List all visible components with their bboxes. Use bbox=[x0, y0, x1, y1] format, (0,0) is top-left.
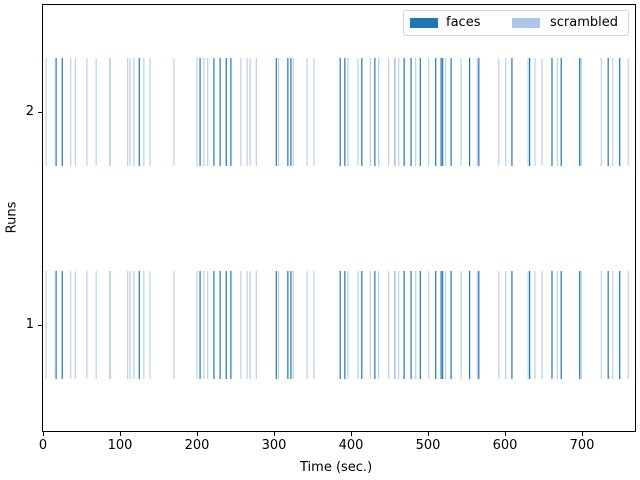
legend-label-scrambled: scrambled bbox=[550, 15, 619, 30]
y-tick-label: 2 bbox=[25, 104, 34, 119]
y-axis-label: Runs bbox=[4, 201, 20, 234]
y-tick-mark bbox=[38, 112, 42, 113]
x-tick-mark bbox=[582, 432, 583, 436]
x-tick-label: 400 bbox=[338, 438, 364, 453]
legend-label-faces: faces bbox=[446, 15, 481, 30]
x-tick-mark bbox=[197, 432, 198, 436]
x-tick-mark bbox=[351, 432, 352, 436]
x-tick-label: 700 bbox=[569, 438, 595, 453]
axes-frame bbox=[42, 4, 636, 432]
faces-swatch bbox=[410, 18, 438, 28]
x-tick-label: 100 bbox=[107, 438, 133, 453]
x-tick-mark bbox=[120, 432, 121, 436]
x-tick-label: 0 bbox=[38, 438, 48, 453]
x-tick-label: 600 bbox=[492, 438, 518, 453]
x-tick-mark bbox=[43, 432, 44, 436]
x-tick-label: 500 bbox=[415, 438, 441, 453]
x-tick-label: 200 bbox=[184, 438, 210, 453]
scrambled-swatch bbox=[512, 18, 540, 28]
y-tick-label: 1 bbox=[25, 317, 34, 332]
x-tick-mark bbox=[274, 432, 275, 436]
x-tick-mark bbox=[505, 432, 506, 436]
x-tick-mark bbox=[428, 432, 429, 436]
y-tick-mark bbox=[38, 325, 42, 326]
legend: faces scrambled bbox=[403, 10, 629, 36]
x-axis-label: Time (sec.) bbox=[300, 460, 373, 475]
x-tick-label: 300 bbox=[261, 438, 287, 453]
